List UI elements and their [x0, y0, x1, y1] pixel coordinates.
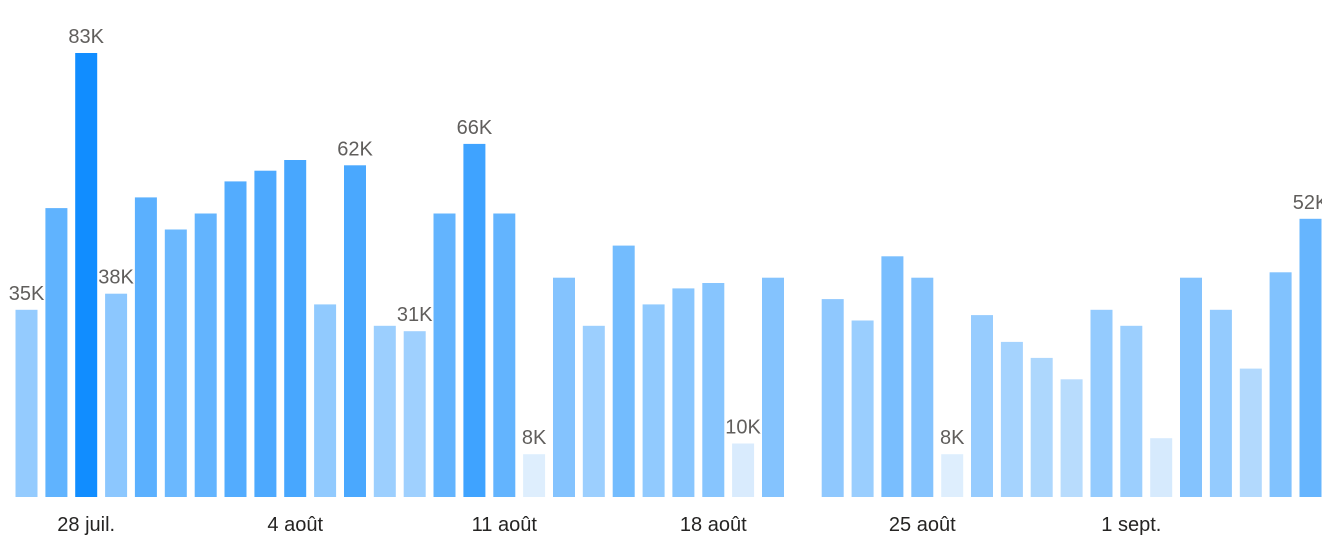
data-label-0: 35K	[9, 283, 45, 305]
x-tick-label-4: 25 août	[889, 514, 956, 536]
x-tick-label-5: 1 sept.	[1101, 514, 1161, 536]
x-axis-ticks: 28 juil. 4 août 11 août 18 août 25 août 1 sep…	[57, 514, 1161, 536]
bars-layer	[15, 53, 1322, 498]
bar-40[interactable]	[1209, 309, 1232, 497]
data-label-13: 31K	[397, 304, 433, 326]
bar-10[interactable]	[314, 304, 337, 497]
bar-28[interactable]	[851, 320, 874, 498]
bar-35[interactable]	[1060, 379, 1083, 497]
x-tick-label-0: 28 juil.	[57, 514, 115, 536]
bar-3[interactable]	[105, 293, 128, 497]
bar-21[interactable]	[642, 304, 665, 497]
data-label-24: 10K	[725, 417, 761, 439]
bar-9[interactable]	[284, 160, 307, 497]
bar-5[interactable]	[164, 229, 187, 498]
x-tick-label-1: 4 août	[267, 514, 323, 536]
bar-15[interactable]	[463, 143, 486, 497]
bar-42[interactable]	[1269, 272, 1292, 497]
data-label-11: 62K	[337, 138, 373, 160]
bar-32[interactable]	[971, 315, 993, 497]
bar-20[interactable]	[612, 245, 635, 497]
bar-24[interactable]	[732, 443, 755, 498]
bar-36[interactable]	[1090, 309, 1113, 497]
bar-23[interactable]	[702, 283, 725, 497]
data-label-3: 38K	[98, 267, 134, 289]
bar-43[interactable]	[1299, 218, 1322, 498]
bar-29[interactable]	[881, 256, 904, 497]
bar-0[interactable]	[15, 309, 38, 497]
bar-13[interactable]	[403, 331, 426, 497]
bar-16[interactable]	[493, 213, 516, 498]
bar-17[interactable]	[523, 454, 546, 497]
bar-37[interactable]	[1120, 325, 1143, 497]
bar-7[interactable]	[224, 181, 247, 497]
bar-33[interactable]	[1000, 341, 1023, 497]
bar-6[interactable]	[194, 213, 217, 498]
data-label-15: 66K	[457, 117, 493, 139]
bar-4[interactable]	[134, 197, 157, 497]
bar-31[interactable]	[941, 454, 964, 497]
data-label-31: 8K	[940, 427, 965, 449]
bar-22[interactable]	[672, 288, 695, 497]
data-label-43: 52K	[1293, 192, 1322, 214]
bar-38[interactable]	[1150, 438, 1173, 497]
x-tick-label-3: 18 août	[680, 514, 747, 536]
bar-18[interactable]	[553, 277, 575, 497]
bar-41[interactable]	[1239, 368, 1262, 497]
data-label-2: 83K	[68, 26, 104, 48]
x-tick-label-2: 11 août	[472, 514, 538, 536]
bar-34[interactable]	[1030, 357, 1053, 497]
data-labels-layer: 35K 83K 38K 62K 31K 66K 8K 10K 8K 52K	[9, 26, 1322, 449]
bar-8[interactable]	[254, 170, 277, 497]
bar-19[interactable]	[582, 325, 605, 497]
bar-25[interactable]	[762, 277, 784, 497]
bar-27[interactable]	[821, 299, 844, 497]
bar-11[interactable]	[344, 165, 366, 498]
bar-30[interactable]	[911, 277, 934, 497]
bar-1[interactable]	[45, 208, 68, 497]
bar-2[interactable]	[75, 53, 98, 497]
bar-12[interactable]	[373, 325, 396, 497]
bar-39[interactable]	[1180, 277, 1202, 497]
data-label-17: 8K	[522, 427, 547, 449]
bar-14[interactable]	[433, 213, 456, 498]
